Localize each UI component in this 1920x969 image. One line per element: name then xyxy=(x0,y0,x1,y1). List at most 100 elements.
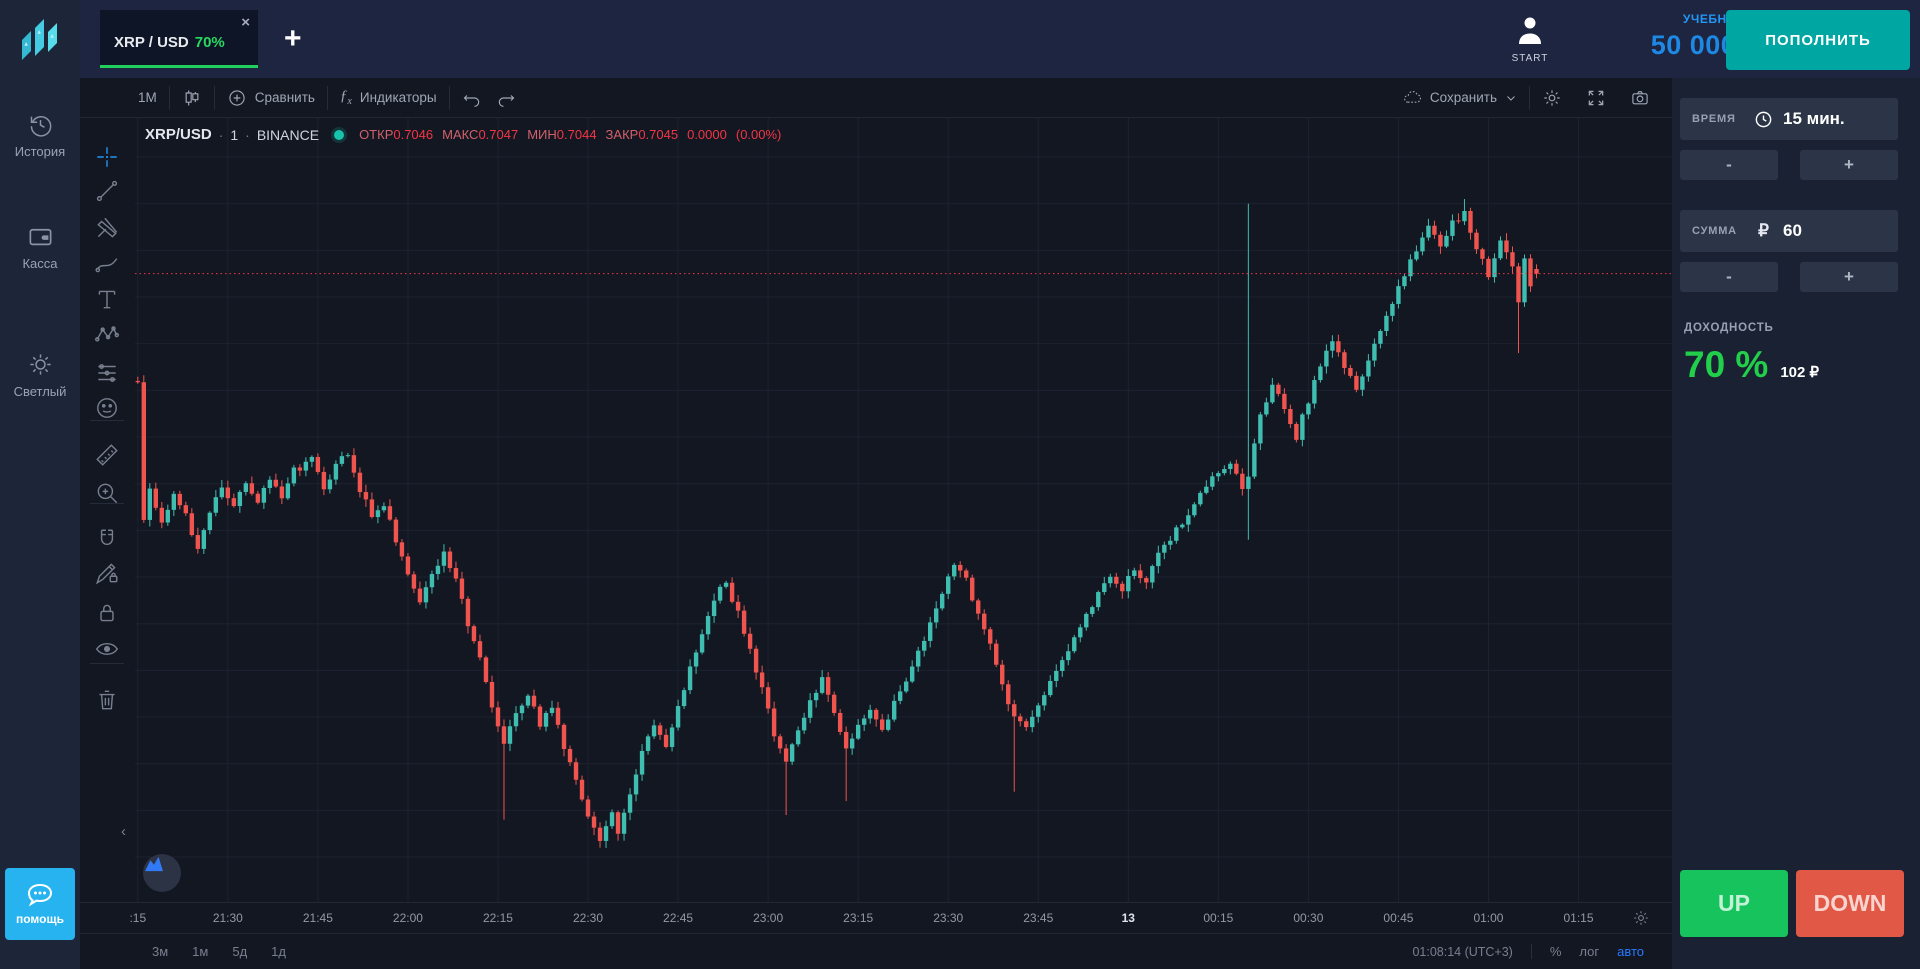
indicators-button[interactable]: ƒx Индикаторы xyxy=(339,88,437,107)
toolbar-separator xyxy=(90,420,124,421)
time-selector[interactable]: ВРЕМЯ 15 мин. xyxy=(1680,98,1898,140)
range-button-1д[interactable]: 1д xyxy=(271,944,286,959)
xabcd-pattern-icon[interactable] xyxy=(94,322,120,348)
range-button-1м[interactable]: 1м xyxy=(192,944,209,959)
time-tick-label: 21:30 xyxy=(212,911,243,925)
close-icon[interactable]: × xyxy=(241,14,250,31)
ruler-icon[interactable] xyxy=(94,442,120,468)
auto-scale-button[interactable]: авто xyxy=(1617,944,1644,959)
chart-style-button[interactable] xyxy=(170,86,214,110)
redo-button[interactable] xyxy=(484,86,528,110)
undo-icon xyxy=(462,88,482,108)
sidebar-item-label: История xyxy=(14,144,66,159)
legend-symbol: XRP/USD xyxy=(145,126,212,143)
clock-icon xyxy=(1754,110,1773,129)
undo-button[interactable] xyxy=(450,86,494,110)
draw-mode-icon[interactable] xyxy=(94,560,120,586)
time-tick-label: 22:00 xyxy=(392,911,423,925)
camera-icon xyxy=(1630,88,1650,108)
time-tick-label: 22:30 xyxy=(573,911,604,925)
trade-panel: ВРЕМЯ 15 мин. - + СУММА ₽ 60 - + ДОХОДНО… xyxy=(1672,78,1920,969)
time-tick-label: 22:15 xyxy=(482,911,513,925)
sidebar-item-label: Светлый xyxy=(13,384,67,399)
add-tab-button[interactable]: + xyxy=(284,22,302,55)
chart-region: 1M Сравнить ƒx Индикаторы xyxy=(80,78,1741,969)
axis-settings-icon[interactable] xyxy=(1632,909,1650,927)
zoom-in-icon[interactable] xyxy=(94,480,120,506)
exchange-logo-button[interactable] xyxy=(143,854,181,892)
snapshot-button[interactable] xyxy=(1618,86,1662,110)
time-tick-label: 01:00 xyxy=(1473,911,1504,925)
plus-circle-icon xyxy=(227,88,247,108)
log-scale-button[interactable]: лог xyxy=(1579,944,1600,959)
text-tool-icon[interactable] xyxy=(94,286,120,312)
amount-stepper: - + xyxy=(1680,262,1898,292)
start-account-button[interactable]: START xyxy=(1508,14,1552,64)
sidebar-item-history[interactable]: История xyxy=(0,95,80,175)
hide-all-icon[interactable] xyxy=(94,636,120,662)
fullscreen-icon xyxy=(1586,88,1606,108)
deposit-button[interactable]: ПОПОЛНИТЬ xyxy=(1726,10,1910,70)
mountain-chart-icon xyxy=(145,856,163,872)
prediction-icon[interactable] xyxy=(94,360,120,386)
up-button[interactable]: UP xyxy=(1680,870,1788,937)
time-minus-button[interactable]: - xyxy=(1680,150,1778,180)
candlestick-chart[interactable]: XRP/USD · 1 · BINANCE ОТКР0.7046 МАКС0.7… xyxy=(121,118,1685,902)
trash-icon[interactable] xyxy=(94,687,120,713)
amount-selector[interactable]: СУММА ₽ 60 xyxy=(1680,210,1898,252)
crosshair-icon[interactable] xyxy=(94,144,120,170)
range-button-3м[interactable]: 3м xyxy=(152,944,169,959)
time-tick-label: 21:45 xyxy=(302,911,333,925)
sidebar-item-cashier[interactable]: Касса xyxy=(0,207,80,287)
chart-grid xyxy=(135,118,1685,902)
save-layout-button[interactable]: Сохранить xyxy=(1390,86,1529,110)
tab-xrp-usd[interactable]: XRP / USD 70% × xyxy=(100,10,258,68)
wallet-icon xyxy=(27,223,54,250)
amount-plus-button[interactable]: + xyxy=(1800,262,1898,292)
sidebar-item-label: Касса xyxy=(22,256,58,271)
legend-ohlc: ОТКР0.7046 МАКС0.7047 МИН0.7044 ЗАКР0.70… xyxy=(359,127,782,142)
help-button[interactable]: помощь xyxy=(5,868,75,940)
bottom-bar: 3м 1м 5д 1д 01:08:14 (UTC+3) % лог авто xyxy=(80,933,1672,969)
topbar: XRP / USD 70% × + START УЧЕБНЫЙ 50 000 ₽ … xyxy=(80,0,1920,78)
emoji-icon[interactable] xyxy=(94,395,120,421)
app-logo-icon[interactable] xyxy=(16,12,64,64)
fullscreen-button[interactable] xyxy=(1574,86,1618,110)
time-tick-label: 23:30 xyxy=(933,911,964,925)
tab-active-underline xyxy=(100,65,258,68)
range-button-5д[interactable]: 5д xyxy=(232,944,248,959)
brush-icon[interactable] xyxy=(94,251,120,277)
time-tick-label: 01:15 xyxy=(1563,911,1594,925)
magnet-icon[interactable] xyxy=(94,527,120,553)
time-label: ВРЕМЯ xyxy=(1692,113,1736,125)
time-axis[interactable]: :15 21:30 21:45 22:00 22:15 22:30 22:45 23:00 23… xyxy=(80,902,1672,933)
light-theme-icon xyxy=(27,351,54,378)
trendline-icon[interactable] xyxy=(94,178,120,204)
amount-minus-button[interactable]: - xyxy=(1680,262,1778,292)
collapse-toolbar-icon[interactable]: ‹ xyxy=(121,823,126,840)
amount-value: 60 xyxy=(1783,221,1802,240)
ruble-icon: ₽ xyxy=(1758,221,1769,240)
payout-amount: 102 ₽ xyxy=(1780,364,1820,381)
interval-button[interactable]: 1M xyxy=(138,90,157,105)
market-status-dot xyxy=(334,129,345,140)
candles xyxy=(135,199,1539,848)
lock-all-icon[interactable] xyxy=(94,600,120,626)
chat-bubble-icon xyxy=(25,882,55,908)
time-tick-label: 22:45 xyxy=(663,911,694,925)
legend-change: 0.0000 xyxy=(687,127,727,142)
candles-icon xyxy=(182,88,202,108)
sidebar-item-light-theme[interactable]: Светлый xyxy=(0,335,80,415)
time-tick-label: :15 xyxy=(129,911,147,925)
down-button[interactable]: DOWN xyxy=(1796,870,1904,937)
pitchfork-icon[interactable] xyxy=(94,215,120,241)
chart-legend: XRP/USD · 1 · BINANCE ОТКР0.7046 МАКС0.7… xyxy=(145,126,782,143)
time-plus-button[interactable]: + xyxy=(1800,150,1898,180)
percent-scale-button[interactable]: % xyxy=(1549,944,1562,959)
time-tick-label: 23:15 xyxy=(843,911,874,925)
chart-settings-button[interactable] xyxy=(1530,86,1574,110)
drawing-toolbar xyxy=(80,118,135,942)
time-tick-label: 23:00 xyxy=(753,911,784,925)
compare-button[interactable]: Сравнить xyxy=(215,86,327,110)
